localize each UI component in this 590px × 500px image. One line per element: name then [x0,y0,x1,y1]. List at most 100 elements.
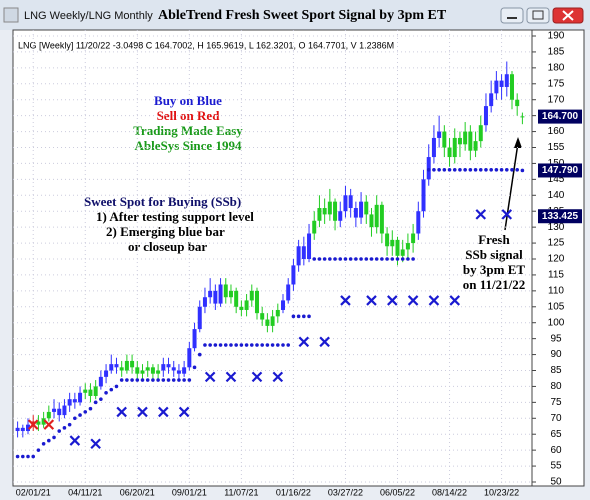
minimize-button[interactable] [500,7,524,24]
candle-body [202,297,207,307]
stop-dot [458,168,462,172]
window-title: LNG Weekly/LNG Monthly [24,10,153,22]
stop-dot [125,378,129,382]
stop-dot [151,378,155,382]
stop-dot [406,257,410,261]
candle-body [88,389,93,396]
candle-body [239,306,244,310]
candle-body [499,80,504,87]
stop-dot [338,257,343,261]
candle-body [509,74,514,100]
candle-body [483,106,488,126]
window-buttons [500,7,584,24]
candle-body [171,367,176,371]
stop-dot [119,378,124,382]
candle-body [379,204,384,234]
candle-body [41,418,46,425]
candle-body [385,233,390,247]
candle-body [364,201,369,215]
ssb-marker [204,371,216,383]
stop-dot [312,257,317,261]
candle-body [442,131,447,148]
annotation: Trading Made Easy [133,123,243,138]
ssb-marker [407,295,419,306]
annotation: Fresh [478,232,510,247]
stop-dot [21,454,25,459]
ssb-marker [158,406,169,418]
stop-dot [333,257,337,261]
annotations: Buy on Blue Sell on Red Trading Made Eas… [84,93,525,292]
ssb-marker [475,209,487,220]
candle-body [72,399,77,403]
ssb-marker [69,435,81,446]
stop-dot [161,378,166,382]
candle-body [135,367,140,374]
ssb-marker [272,371,284,383]
candle-body [119,367,124,371]
y-tick-label: 185 [548,47,565,58]
annotation: Sell on Red [157,108,221,123]
candle-body [57,408,62,416]
candle-body [249,290,254,301]
candle-body [504,74,509,87]
stop-dot [67,422,72,427]
candle-body [98,376,103,387]
quote-header: LNG [Weekly] 11/20/22 -3.0498 C 164.7002… [18,40,394,50]
candle-body [281,300,286,310]
candle-body [478,125,483,142]
price-tag-label: 133.425 [542,211,579,222]
stop-dot [239,343,244,347]
stop-dot [31,454,36,459]
stop-dot [437,168,441,172]
candle-body [463,131,468,145]
price-tag-label: 147.790 [542,165,579,176]
stop-dot [223,343,228,347]
x-tick-label: 06/05/22 [380,487,415,497]
stop-dot [47,438,51,443]
candle-body [348,195,353,209]
ssb-marker [298,336,310,348]
candle-body [489,93,494,107]
stop-dot [468,168,473,172]
stop-dot [114,384,119,389]
stop-dot [260,343,264,347]
x-tick-label: 09/01/21 [172,487,207,497]
candle-body [343,195,348,212]
stop-dot [15,454,20,459]
stop-dot [478,168,483,172]
candle-body [46,411,51,419]
candle-body [447,147,452,158]
candle-body [395,239,400,256]
ssb-marker [251,371,263,383]
stop-dot [369,257,374,261]
stop-dot [328,257,332,261]
candle-body [130,360,135,368]
candle-body [359,201,364,218]
stop-dot [177,378,181,382]
candle-body [192,329,197,349]
maximize-button[interactable] [526,7,550,24]
stop-dot [213,343,218,347]
x-tick-label: 02/01/21 [16,487,51,497]
candle-body [104,370,109,377]
candle-body [244,300,249,310]
stop-dot [208,343,212,347]
stop-dot [99,397,103,401]
stop-dot [291,314,296,319]
x-tick-label: 06/20/21 [120,487,155,497]
stop-dot [197,352,202,357]
candle-body [260,313,265,320]
y-tick-label: 155 [548,142,565,153]
stop-dot [182,378,186,382]
y-tick-label: 170 [548,94,565,105]
stop-dot [343,257,348,261]
window-icon[interactable] [3,7,19,23]
candle-body [109,364,114,371]
stop-dot [218,343,223,347]
y-tick-label: 130 [548,222,565,233]
candle-body [140,370,145,374]
stop-dot [354,257,358,261]
stop-dot [41,441,46,446]
ssb-marker [340,295,351,306]
icon [562,10,574,21]
